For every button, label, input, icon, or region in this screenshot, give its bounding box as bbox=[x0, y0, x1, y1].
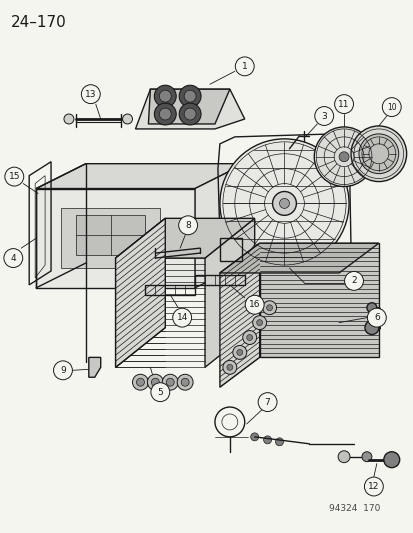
Circle shape bbox=[5, 167, 24, 186]
Circle shape bbox=[256, 320, 262, 326]
Polygon shape bbox=[259, 243, 378, 358]
Circle shape bbox=[162, 374, 178, 390]
Circle shape bbox=[226, 365, 232, 370]
Circle shape bbox=[258, 393, 276, 411]
Circle shape bbox=[179, 103, 201, 125]
Circle shape bbox=[178, 216, 197, 235]
Polygon shape bbox=[115, 219, 165, 367]
Circle shape bbox=[361, 452, 371, 462]
Circle shape bbox=[154, 85, 176, 107]
Circle shape bbox=[358, 134, 398, 174]
Circle shape bbox=[363, 477, 382, 496]
Circle shape bbox=[272, 191, 296, 215]
Circle shape bbox=[236, 350, 242, 356]
Circle shape bbox=[338, 152, 348, 161]
Circle shape bbox=[151, 378, 159, 386]
Polygon shape bbox=[204, 219, 254, 367]
Text: 7: 7 bbox=[264, 398, 270, 407]
Circle shape bbox=[242, 330, 256, 344]
Circle shape bbox=[181, 378, 189, 386]
Polygon shape bbox=[36, 164, 244, 189]
Polygon shape bbox=[88, 358, 100, 377]
Circle shape bbox=[184, 108, 196, 120]
Circle shape bbox=[252, 316, 266, 329]
Circle shape bbox=[275, 438, 283, 446]
Circle shape bbox=[177, 374, 192, 390]
Text: 14: 14 bbox=[176, 313, 188, 322]
Polygon shape bbox=[135, 89, 244, 129]
Circle shape bbox=[279, 198, 289, 208]
Text: 1: 1 bbox=[241, 62, 247, 71]
Circle shape bbox=[366, 303, 376, 313]
Circle shape bbox=[219, 139, 348, 268]
Circle shape bbox=[366, 308, 385, 327]
Circle shape bbox=[147, 374, 163, 390]
Circle shape bbox=[64, 114, 74, 124]
Circle shape bbox=[364, 321, 378, 335]
Polygon shape bbox=[148, 89, 229, 124]
Circle shape bbox=[266, 305, 272, 311]
Polygon shape bbox=[219, 243, 259, 387]
Text: 11: 11 bbox=[337, 100, 349, 109]
Circle shape bbox=[235, 57, 254, 76]
Circle shape bbox=[122, 114, 132, 124]
Circle shape bbox=[383, 452, 399, 467]
Circle shape bbox=[172, 308, 191, 327]
Text: 8: 8 bbox=[185, 221, 190, 230]
Text: 2: 2 bbox=[350, 277, 356, 285]
Circle shape bbox=[314, 107, 333, 125]
Text: 15: 15 bbox=[9, 172, 20, 181]
Polygon shape bbox=[195, 164, 244, 288]
Circle shape bbox=[246, 335, 252, 341]
Circle shape bbox=[337, 451, 349, 463]
Polygon shape bbox=[115, 219, 254, 258]
Text: 24–170: 24–170 bbox=[11, 15, 67, 30]
Circle shape bbox=[262, 301, 276, 314]
Circle shape bbox=[159, 90, 171, 102]
Polygon shape bbox=[61, 208, 160, 268]
Text: 12: 12 bbox=[367, 482, 379, 491]
Circle shape bbox=[244, 295, 263, 314]
Circle shape bbox=[184, 90, 196, 102]
Circle shape bbox=[53, 361, 72, 379]
Circle shape bbox=[81, 85, 100, 103]
Circle shape bbox=[232, 345, 246, 359]
Circle shape bbox=[132, 374, 148, 390]
Text: 5: 5 bbox=[157, 387, 163, 397]
Polygon shape bbox=[115, 219, 165, 367]
Circle shape bbox=[150, 383, 169, 401]
Text: 94324  170: 94324 170 bbox=[328, 504, 380, 513]
Text: 4: 4 bbox=[10, 254, 16, 263]
Circle shape bbox=[334, 95, 353, 114]
Circle shape bbox=[179, 85, 201, 107]
Circle shape bbox=[344, 271, 363, 290]
Text: 3: 3 bbox=[320, 111, 326, 120]
Text: 13: 13 bbox=[85, 90, 96, 99]
Circle shape bbox=[166, 378, 174, 386]
Circle shape bbox=[313, 127, 373, 187]
Circle shape bbox=[136, 378, 144, 386]
Circle shape bbox=[159, 108, 171, 120]
Circle shape bbox=[263, 436, 271, 444]
Circle shape bbox=[154, 103, 176, 125]
Circle shape bbox=[222, 360, 236, 374]
Polygon shape bbox=[219, 243, 378, 273]
Circle shape bbox=[350, 126, 406, 182]
Polygon shape bbox=[76, 215, 145, 255]
Polygon shape bbox=[36, 189, 195, 288]
Text: 16: 16 bbox=[248, 300, 260, 309]
Text: 9: 9 bbox=[60, 366, 66, 375]
Text: 6: 6 bbox=[373, 313, 379, 322]
Circle shape bbox=[381, 98, 400, 117]
Text: 10: 10 bbox=[386, 102, 396, 111]
Circle shape bbox=[4, 248, 23, 268]
Circle shape bbox=[250, 433, 258, 441]
